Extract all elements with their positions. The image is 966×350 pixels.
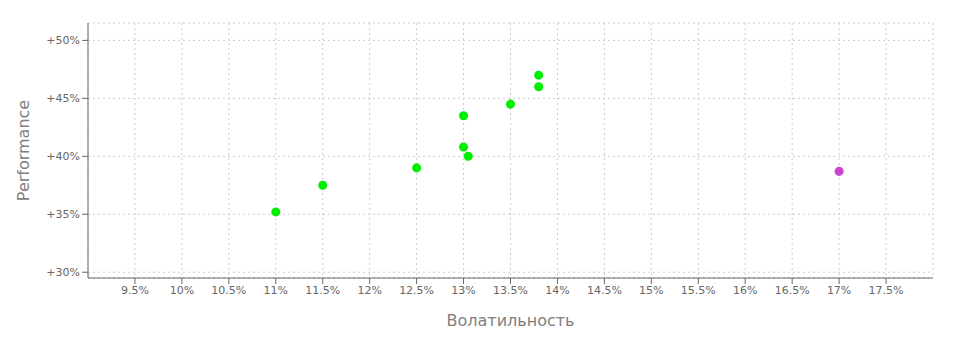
svg-text:10.5%: 10.5% (211, 284, 246, 297)
svg-text:15.5%: 15.5% (681, 284, 716, 297)
svg-text:+35%: +35% (46, 208, 80, 221)
svg-text:15%: 15% (639, 284, 663, 297)
svg-text:17.5%: 17.5% (869, 284, 904, 297)
svg-text:12.5%: 12.5% (399, 284, 434, 297)
svg-text:+45%: +45% (46, 92, 80, 105)
svg-text:14.5%: 14.5% (587, 284, 622, 297)
svg-text:16.5%: 16.5% (775, 284, 810, 297)
svg-text:9.5%: 9.5% (121, 284, 149, 297)
svg-text:+50%: +50% (46, 34, 80, 47)
svg-text:Волатильность: Волатильность (447, 311, 575, 330)
svg-text:Performance: Performance (14, 100, 33, 201)
svg-text:12%: 12% (357, 284, 381, 297)
svg-text:+40%: +40% (46, 150, 80, 163)
svg-text:14%: 14% (545, 284, 569, 297)
svg-text:13%: 13% (451, 284, 475, 297)
svg-text:10%: 10% (170, 284, 194, 297)
svg-text:11.5%: 11.5% (305, 284, 340, 297)
svg-text:17%: 17% (827, 284, 851, 297)
svg-text:11%: 11% (264, 284, 288, 297)
svg-text:13.5%: 13.5% (493, 284, 528, 297)
svg-text:+30%: +30% (46, 266, 80, 279)
svg-text:16%: 16% (733, 284, 757, 297)
